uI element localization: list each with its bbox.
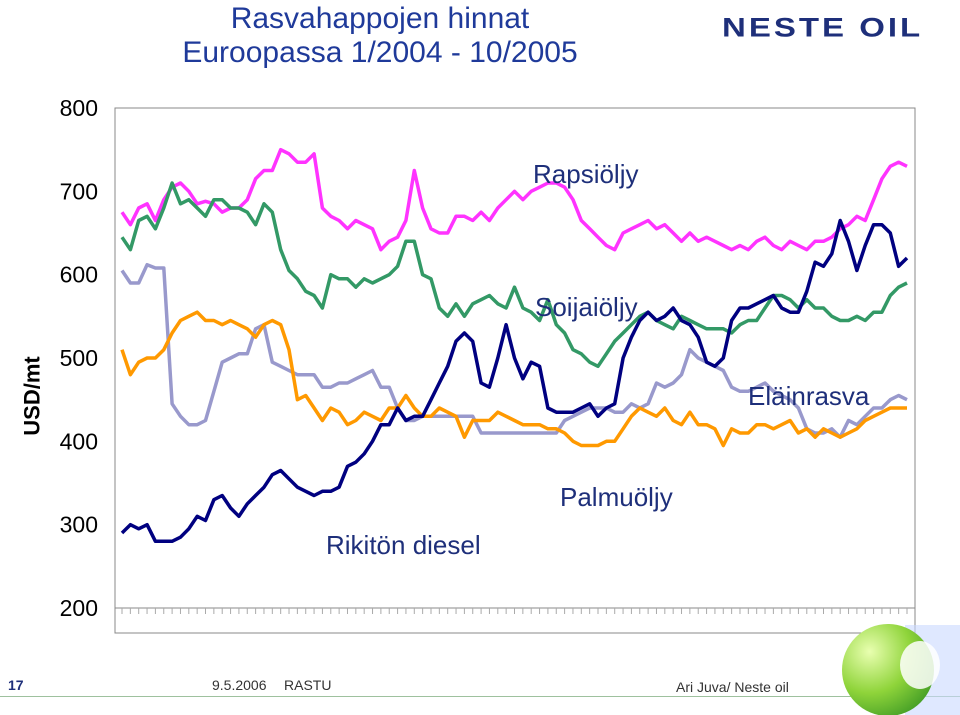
footer-divider (0, 696, 960, 697)
x-axis-ticks (121, 608, 908, 614)
slide-title: Rasvahappojen hinnat Euroopassa 1/2004 -… (100, 2, 660, 70)
series-lines (120, 147, 909, 544)
y-tick-label: 600 (60, 262, 98, 288)
series-label-0: Rapsiöljy (533, 159, 639, 189)
neste-oil-logo: NESTE OIL (722, 12, 924, 43)
series-line-3 (120, 310, 907, 448)
series-line-1 (120, 181, 908, 369)
title-line-2: Euroopassa 1/2004 - 10/2005 (182, 36, 578, 69)
footer-event: RASTU (284, 677, 332, 693)
footer-date: 9.5.2006 (212, 677, 267, 693)
series-line-4 (120, 218, 909, 544)
series-label-3: Palmuöljy (560, 482, 673, 512)
series-label-1: Soijaiöljy (535, 292, 638, 322)
series-line-0 (120, 147, 908, 252)
footer-author: Ari Juva/ Neste oil (676, 679, 789, 695)
y-tick-label: 700 (60, 178, 98, 204)
title-line-1: Rasvahappojen hinnat (230, 2, 530, 35)
y-tick-label: 800 (60, 95, 98, 121)
series-label-2: Eläinrasva (748, 381, 870, 411)
y-axis-ticks: 200 300 400 500 600 700 800 (60, 95, 98, 621)
page-number: 17 (8, 677, 24, 693)
series-labels: Rapsiöljy Soijaiöljy Eläinrasva Palmuöljy Ri… (326, 159, 870, 560)
y-tick-label: 200 (60, 595, 98, 621)
plot-area-frame (114, 107, 916, 634)
y-tick-label: 300 (60, 512, 98, 538)
y-tick-label: 500 (60, 345, 98, 371)
y-tick-label: 400 (60, 428, 98, 454)
series-label-4: Rikitön diesel (326, 530, 481, 560)
series-line-2 (120, 262, 908, 439)
